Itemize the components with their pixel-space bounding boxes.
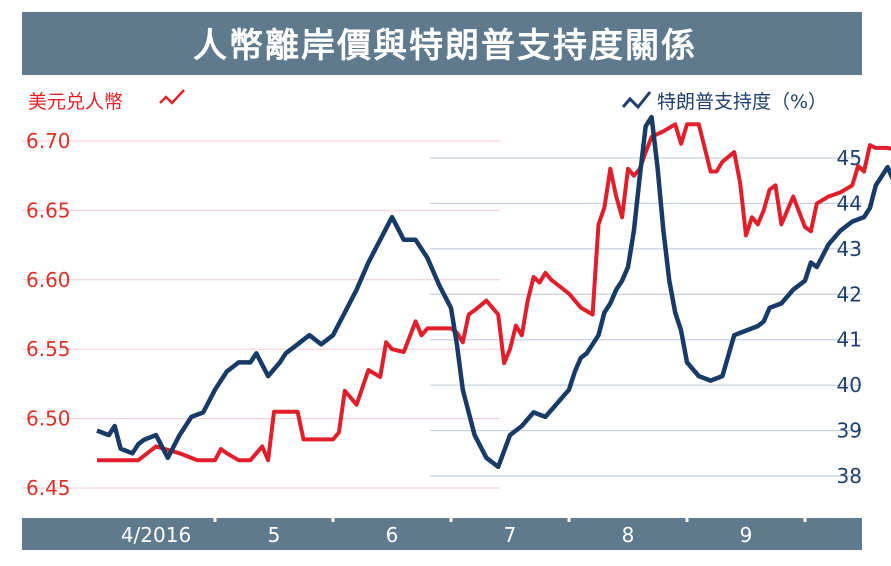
x-tick-label: 9: [740, 523, 753, 547]
left-tick-label: 6.65: [26, 198, 71, 222]
right-tick-label: 39: [837, 419, 862, 443]
left-tick-label: 6.60: [26, 268, 71, 292]
series-usd-cny-line: [97, 122, 891, 463]
x-tick-label: 7: [504, 523, 517, 547]
left-tick-label: 6.70: [26, 129, 71, 153]
left-tick-label: 6.55: [26, 337, 71, 361]
left-grid: [22, 140, 500, 489]
left-axis-label: 美元兑人幣: [28, 91, 123, 113]
right-tick-label: 44: [837, 191, 862, 215]
right-tick-label: 42: [837, 282, 862, 306]
x-tick-label: 8: [622, 523, 635, 547]
chart-title: 人幣離岸價與特朗普支持度關係: [193, 26, 697, 66]
left-tick-labels: 6.70 6.65 6.60 6.55 6.50 6.45: [26, 129, 71, 500]
left-tick-label: 6.45: [26, 476, 71, 500]
x-tick-label: 4/2016: [121, 523, 191, 547]
x-axis-bar: [22, 518, 862, 550]
x-tick-label: 5: [268, 523, 281, 547]
left-tick-label: 6.50: [26, 407, 71, 431]
right-tick-label: 43: [837, 237, 862, 261]
right-tick-label: 40: [837, 373, 862, 397]
right-legend-line-icon: [621, 91, 652, 110]
title-bar: [22, 12, 862, 75]
series-trump-support-line: [96, 114, 891, 470]
right-tick-label: 38: [837, 464, 862, 488]
x-tick-label: 6: [386, 523, 399, 547]
right-axis-label: 特朗普支持度（%）: [657, 91, 827, 113]
left-legend-line-icon: [159, 89, 185, 105]
right-tick-label: 41: [837, 328, 862, 352]
x-axis-ticks: 4/2016 5 6 7 8 9: [121, 506, 807, 547]
